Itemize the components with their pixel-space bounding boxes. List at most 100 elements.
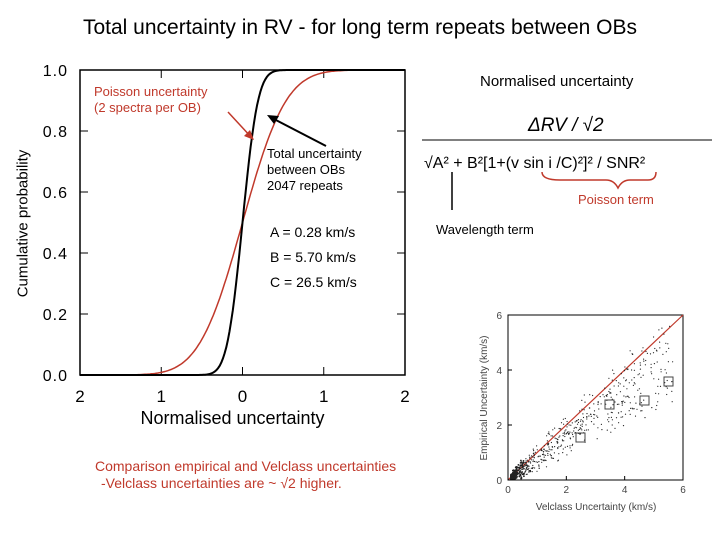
inset-point: [597, 403, 599, 406]
inset-point: [558, 427, 560, 430]
inset-point: [538, 464, 540, 466]
inset-point: [586, 418, 588, 420]
inset-point: [643, 360, 645, 362]
formula-heading: Normalised uncertainty: [480, 73, 634, 90]
inset-point: [642, 347, 644, 349]
inset-point: [583, 409, 585, 411]
inset-point: [604, 387, 606, 389]
inset-point: [619, 391, 622, 393]
inset-point: [633, 363, 636, 365]
inset-point: [559, 435, 561, 437]
inset-point: [524, 471, 526, 473]
inset-point: [667, 361, 670, 363]
inset-point: [560, 422, 563, 424]
inset-point: [571, 444, 573, 447]
inset-point: [622, 400, 624, 402]
inset-point: [617, 385, 620, 387]
inset-point: [553, 452, 556, 454]
inset-point: [602, 394, 604, 396]
inset-point: [628, 382, 630, 384]
inset-point: [665, 342, 667, 344]
inset-point: [515, 477, 518, 479]
inset-point: [515, 468, 518, 471]
inset-point: [600, 403, 602, 405]
inset-point: [577, 419, 580, 421]
inset-point: [555, 438, 557, 440]
inset-point: [563, 440, 565, 442]
total-annotation-line3: 2047 repeats: [267, 178, 343, 193]
inset-point: [525, 473, 527, 475]
inset-point: [545, 459, 547, 462]
inset-point: [540, 449, 543, 452]
inset-point: [520, 461, 523, 464]
inset-point: [574, 421, 576, 423]
inset-point: [562, 448, 564, 450]
inset-point: [639, 364, 642, 366]
inset-x-tick-label: 4: [622, 485, 628, 496]
inset-point: [562, 432, 564, 434]
inset-point: [628, 410, 630, 412]
inset-point: [607, 419, 609, 421]
inset-point: [531, 455, 533, 457]
inset-point: [593, 403, 595, 405]
inset-point: [536, 461, 539, 463]
inset-point: [621, 404, 623, 406]
inset-bin-marker: [663, 376, 674, 387]
inset-point: [636, 408, 638, 410]
inset-point: [669, 325, 671, 327]
inset-point: [629, 350, 631, 352]
inset-point: [579, 410, 581, 412]
inset-point: [662, 353, 664, 355]
inset-point: [650, 371, 652, 373]
inset-point: [643, 358, 645, 360]
inset-point: [557, 439, 559, 441]
inset-point: [551, 457, 553, 459]
inset-point: [658, 329, 660, 331]
inset-point: [532, 464, 534, 467]
inset-point: [537, 456, 539, 458]
inset-point: [590, 415, 592, 417]
inset-point: [642, 374, 644, 376]
inset-point: [597, 416, 599, 418]
inset-point: [582, 421, 584, 423]
comparison-line2: -Velclass uncertainties are ~ √2 higher.: [101, 475, 342, 491]
inset-point: [529, 457, 531, 459]
total-annotation-line2: between OBs: [267, 162, 346, 177]
inset-point: [526, 473, 528, 475]
inset-point: [568, 433, 570, 435]
inset-point: [554, 446, 556, 448]
x-axis-label: Normalised uncertainty: [140, 408, 325, 428]
inset-point: [543, 460, 545, 462]
inset-point: [659, 347, 661, 349]
inset-point: [650, 363, 652, 365]
inset-point: [525, 462, 527, 464]
inset-point: [552, 435, 554, 437]
inset-point: [658, 393, 660, 395]
inset-point: [547, 443, 549, 445]
poisson-annotation-line2: (2 spectra per OB): [94, 100, 201, 115]
inset-point: [597, 402, 599, 404]
inset-point: [550, 441, 553, 444]
inset-point: [597, 427, 599, 429]
inset-point: [538, 465, 540, 467]
inset-point: [511, 476, 514, 479]
inset-point: [528, 467, 530, 469]
inset-point: [615, 380, 617, 382]
inset-point: [527, 465, 529, 467]
inset-point: [666, 393, 668, 396]
inset-point: [627, 368, 629, 371]
inset-point: [637, 389, 639, 391]
inset-point: [588, 415, 590, 417]
inset-point: [610, 416, 613, 418]
inset-point: [608, 421, 610, 423]
inset-point: [544, 450, 546, 452]
inset-point: [638, 373, 641, 375]
inset-point: [564, 435, 566, 438]
inset-point: [618, 403, 620, 405]
inset-point: [520, 459, 522, 462]
inset-point: [581, 429, 583, 431]
inset-point: [566, 420, 568, 423]
inset-point: [624, 413, 627, 415]
inset-point: [579, 433, 581, 435]
